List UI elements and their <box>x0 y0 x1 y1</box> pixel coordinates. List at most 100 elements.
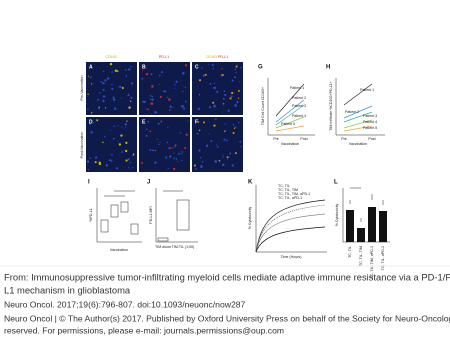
panel-letter: D <box>89 119 93 125</box>
cell <box>128 106 131 109</box>
cell <box>197 107 201 111</box>
y-label: %PD-L1 <box>89 208 93 221</box>
cell <box>211 64 214 67</box>
cell <box>197 132 199 135</box>
cell <box>166 141 169 144</box>
line <box>343 105 373 119</box>
cell <box>103 135 106 138</box>
cell <box>221 68 223 70</box>
x-label: Vaccination <box>349 142 367 146</box>
bar <box>379 211 387 242</box>
cell <box>168 109 171 111</box>
cell <box>151 95 153 98</box>
cell <box>143 100 146 104</box>
cell <box>213 86 216 90</box>
cell <box>214 160 218 163</box>
cell <box>198 94 201 96</box>
cell <box>154 161 157 164</box>
cell <box>208 63 210 65</box>
cell <box>172 153 175 155</box>
cell <box>112 98 116 101</box>
cell <box>169 105 172 108</box>
cell <box>95 156 98 159</box>
cell <box>181 151 183 153</box>
cell <box>89 76 92 79</box>
cell <box>167 126 169 128</box>
cell <box>174 146 176 148</box>
cell <box>127 158 130 161</box>
cell <box>87 93 89 95</box>
micrograph <box>86 117 137 172</box>
panel-letter: E <box>142 119 146 125</box>
cell <box>194 168 197 171</box>
cell <box>234 68 236 71</box>
significance-bar <box>104 190 135 197</box>
cell <box>187 120 189 122</box>
row-label: Post-Vaccination <box>80 132 84 159</box>
cell <box>121 86 124 90</box>
cell <box>195 133 197 135</box>
cell <box>237 97 240 99</box>
panel-letter: A <box>89 64 93 70</box>
cell <box>231 79 234 82</box>
cell <box>145 67 147 69</box>
cell <box>113 107 117 110</box>
cell <box>117 124 119 126</box>
cell <box>181 159 183 162</box>
cell <box>235 65 238 68</box>
cell <box>158 74 161 77</box>
cell <box>109 62 113 66</box>
cell <box>160 71 164 74</box>
cell <box>208 133 210 135</box>
cell <box>125 69 127 71</box>
cell <box>90 131 93 134</box>
cell <box>232 131 235 135</box>
cell <box>234 152 237 155</box>
cell <box>209 83 212 85</box>
cell <box>173 167 176 171</box>
line <box>343 119 373 129</box>
cell <box>118 85 122 89</box>
cell <box>168 147 171 150</box>
curve <box>255 213 326 253</box>
cell <box>164 90 167 93</box>
cell <box>222 155 224 157</box>
cell <box>89 157 91 159</box>
cell <box>94 161 97 164</box>
curves <box>255 199 326 253</box>
cell <box>239 66 242 69</box>
cell <box>199 157 202 159</box>
cell <box>224 129 227 132</box>
cell <box>99 91 101 94</box>
cell <box>110 160 113 162</box>
cell <box>165 157 167 160</box>
cell <box>106 77 110 80</box>
x-tick-label: TC, TIL, αPD-1 <box>381 246 385 270</box>
cell <box>216 145 219 148</box>
cell <box>111 71 114 73</box>
x-tick-label: TC, TIL <box>348 246 352 258</box>
cell <box>166 96 169 99</box>
cell <box>235 71 237 74</box>
cell <box>111 83 113 86</box>
panel-letter: J <box>147 180 150 186</box>
patient-label: Patient 3 <box>292 104 306 108</box>
cell <box>202 121 205 124</box>
y-label: TIM Infiltrate %CD163+PD-L1+ <box>329 81 333 131</box>
cell <box>115 167 118 170</box>
lines <box>275 83 305 132</box>
curve <box>255 199 326 253</box>
cell <box>174 84 176 86</box>
cell <box>213 124 216 127</box>
cell <box>150 102 154 105</box>
cell <box>149 95 151 97</box>
cell <box>182 107 186 110</box>
cell <box>200 165 203 168</box>
cell <box>105 164 109 167</box>
cell <box>233 127 236 129</box>
cell <box>201 67 203 69</box>
cell <box>216 90 219 93</box>
cell <box>172 147 174 149</box>
cell <box>218 159 221 162</box>
